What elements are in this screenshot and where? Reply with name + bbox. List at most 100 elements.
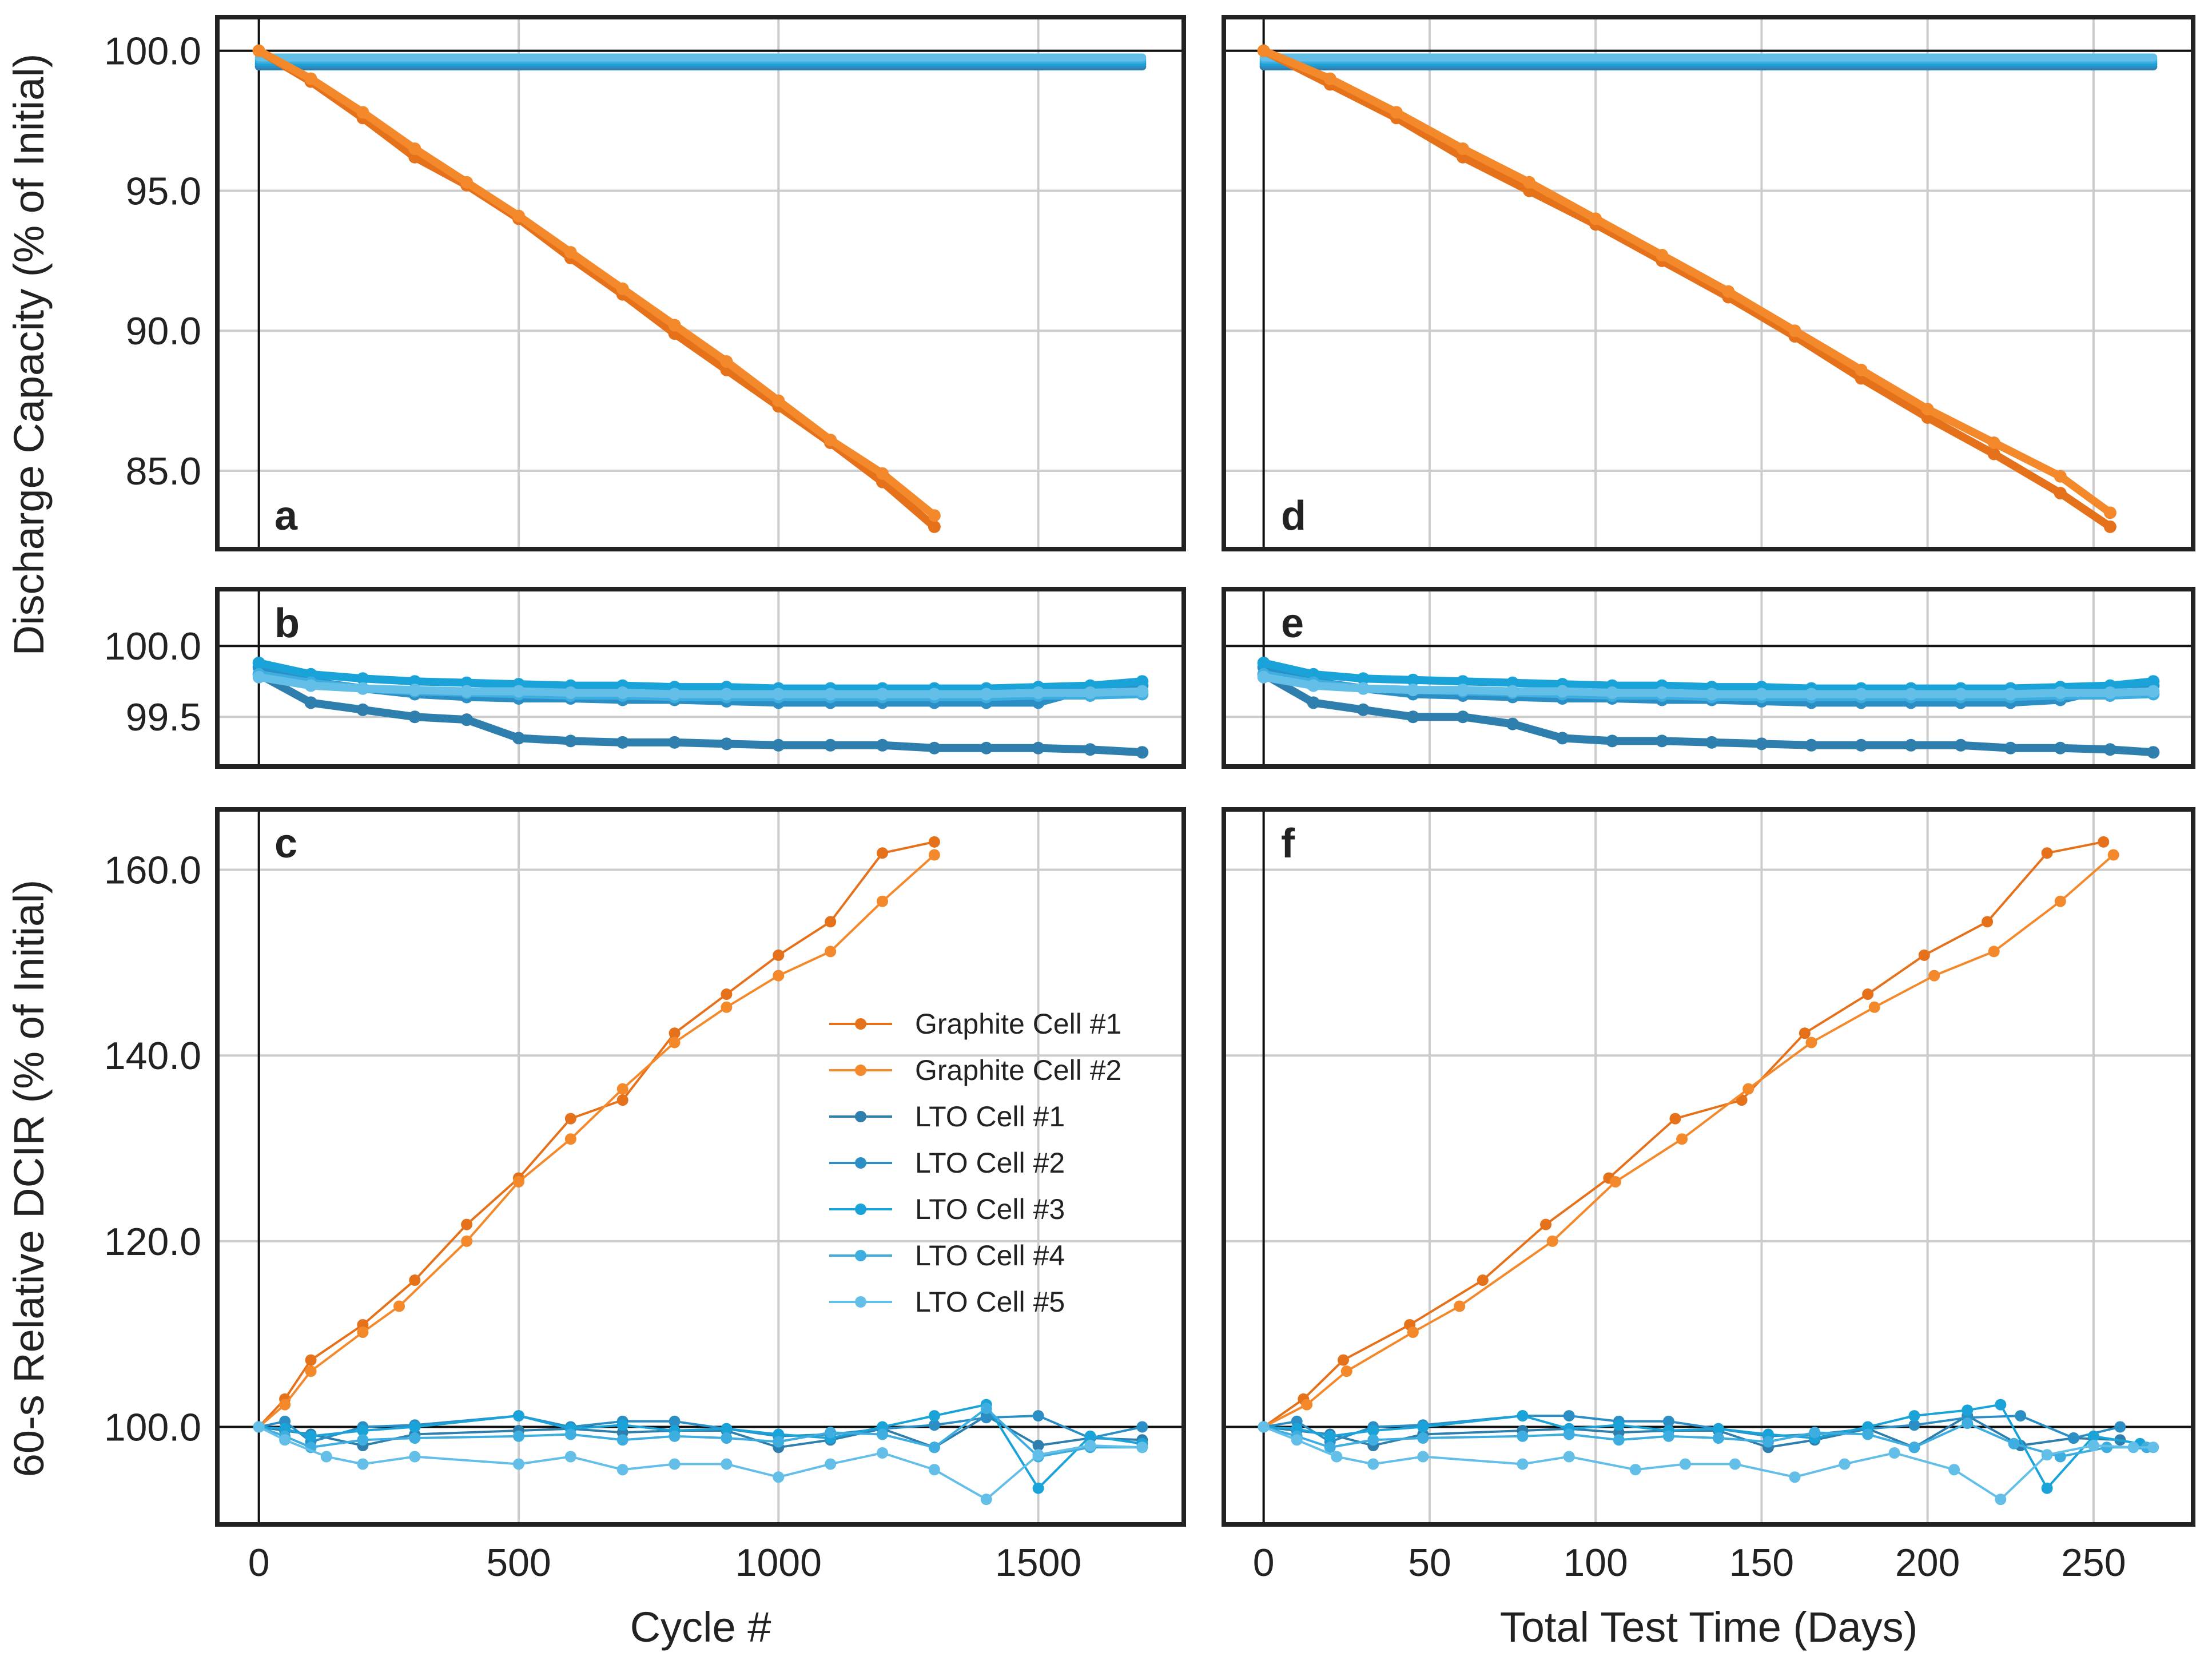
data-point xyxy=(1356,703,1370,716)
data-point xyxy=(2147,746,2160,759)
data-point xyxy=(1868,1001,1880,1013)
data-point xyxy=(1729,1458,1741,1470)
data-point xyxy=(616,1083,628,1095)
data-point xyxy=(357,1326,369,1338)
data-point xyxy=(928,509,941,522)
data-point xyxy=(1629,1464,1641,1476)
data-point xyxy=(1136,685,1149,698)
data-point xyxy=(928,849,940,861)
panel-e-lto-capacity-vs-time: e xyxy=(1222,587,2195,769)
data-point xyxy=(1799,1027,1811,1039)
plot-frame xyxy=(215,15,1186,551)
data-point xyxy=(1032,1482,1044,1494)
data-point xyxy=(1948,1464,1960,1476)
data-point xyxy=(1323,72,1336,85)
data-point xyxy=(669,1036,681,1049)
data-point xyxy=(1084,1430,1096,1442)
data-point xyxy=(1367,1425,1379,1437)
legend-label: LTO Cell #3 xyxy=(915,1193,1065,1225)
legend-item: Graphite Cell #2 xyxy=(829,1054,1121,1086)
data-point xyxy=(564,734,577,748)
data-point xyxy=(980,741,993,754)
data-point xyxy=(1563,1451,1575,1463)
data-point xyxy=(825,946,837,958)
data-point xyxy=(409,1421,421,1433)
data-point xyxy=(1656,686,1669,700)
data-point xyxy=(252,656,265,669)
data-point xyxy=(1563,1428,1575,1440)
data-point xyxy=(877,1428,889,1440)
data-point xyxy=(2054,470,2067,483)
data-point xyxy=(305,1430,317,1442)
data-point xyxy=(409,1451,421,1463)
data-point xyxy=(2068,1432,2080,1444)
data-point xyxy=(2041,1482,2053,1494)
data-point xyxy=(305,1365,317,1377)
legend-swatch-marker xyxy=(855,1157,866,1169)
data-point xyxy=(1928,970,1940,982)
panel-c-dcir-vs-cycle: 100.0 120.0 140.0 160.0 0 500 1000 1500 c xyxy=(104,807,1186,1584)
data-point xyxy=(1995,1494,2007,1506)
data-point xyxy=(824,688,837,701)
y-tick-label: 100.0 xyxy=(104,625,201,668)
series-line-graphite-cell-2 xyxy=(254,46,938,520)
data-point xyxy=(1705,736,1718,749)
y-tick-label: 99.5 xyxy=(126,696,201,739)
data-point xyxy=(1805,1036,1817,1049)
data-point xyxy=(721,1001,733,1013)
dcir-ylabel: 60-s Relative DCIR (% of Initial) xyxy=(5,880,53,1478)
data-point xyxy=(1679,1458,1691,1470)
plot-frame xyxy=(1222,587,2195,769)
data-point xyxy=(393,1300,405,1312)
data-point xyxy=(669,1027,681,1039)
data-point xyxy=(1356,682,1370,695)
data-point xyxy=(616,282,629,295)
data-point xyxy=(409,1274,421,1286)
data-point xyxy=(1589,212,1602,225)
data-point xyxy=(1084,1440,1096,1452)
data-point xyxy=(1406,710,1419,724)
data-point xyxy=(668,319,681,332)
series-line-graphite-cell-2 xyxy=(1259,46,2114,517)
data-point xyxy=(1712,1432,1724,1444)
data-point xyxy=(720,737,733,750)
data-point xyxy=(2127,1441,2139,1453)
data-point xyxy=(1988,946,2000,958)
data-point xyxy=(1307,696,1320,709)
data-point xyxy=(928,688,941,701)
data-point xyxy=(1705,688,1718,701)
data-point xyxy=(1613,1419,1625,1431)
plot-area xyxy=(217,809,1184,1524)
data-point xyxy=(1789,1471,1801,1483)
data-point xyxy=(824,738,837,752)
data-point xyxy=(409,1432,421,1444)
data-point xyxy=(1908,1410,1920,1422)
data-point xyxy=(2098,836,2110,848)
plot-series xyxy=(252,656,1149,759)
data-point xyxy=(1676,1133,1688,1145)
data-point xyxy=(825,916,837,928)
data-point xyxy=(2004,741,2017,754)
data-point xyxy=(1606,686,1619,700)
x-tick-label: 0 xyxy=(1253,1541,1275,1584)
data-point xyxy=(564,1113,576,1125)
data-point xyxy=(1301,1399,1313,1411)
data-point xyxy=(512,1458,524,1470)
data-point xyxy=(668,688,681,701)
plot-series xyxy=(253,836,1148,1506)
data-point xyxy=(512,1410,524,1422)
plot-frame xyxy=(1222,807,2195,1527)
data-point xyxy=(1032,1410,1044,1422)
data-point xyxy=(928,1419,940,1431)
data-point xyxy=(2147,675,2160,688)
data-point xyxy=(1855,738,1868,752)
data-point xyxy=(720,688,733,701)
data-point xyxy=(1454,1300,1466,1312)
data-point xyxy=(773,970,785,982)
data-point xyxy=(1506,717,1519,730)
data-point xyxy=(304,696,317,709)
data-point xyxy=(1258,1421,1270,1433)
x-tick-label: 1000 xyxy=(735,1541,822,1584)
data-point xyxy=(669,1458,681,1470)
data-point xyxy=(1862,988,1874,1000)
